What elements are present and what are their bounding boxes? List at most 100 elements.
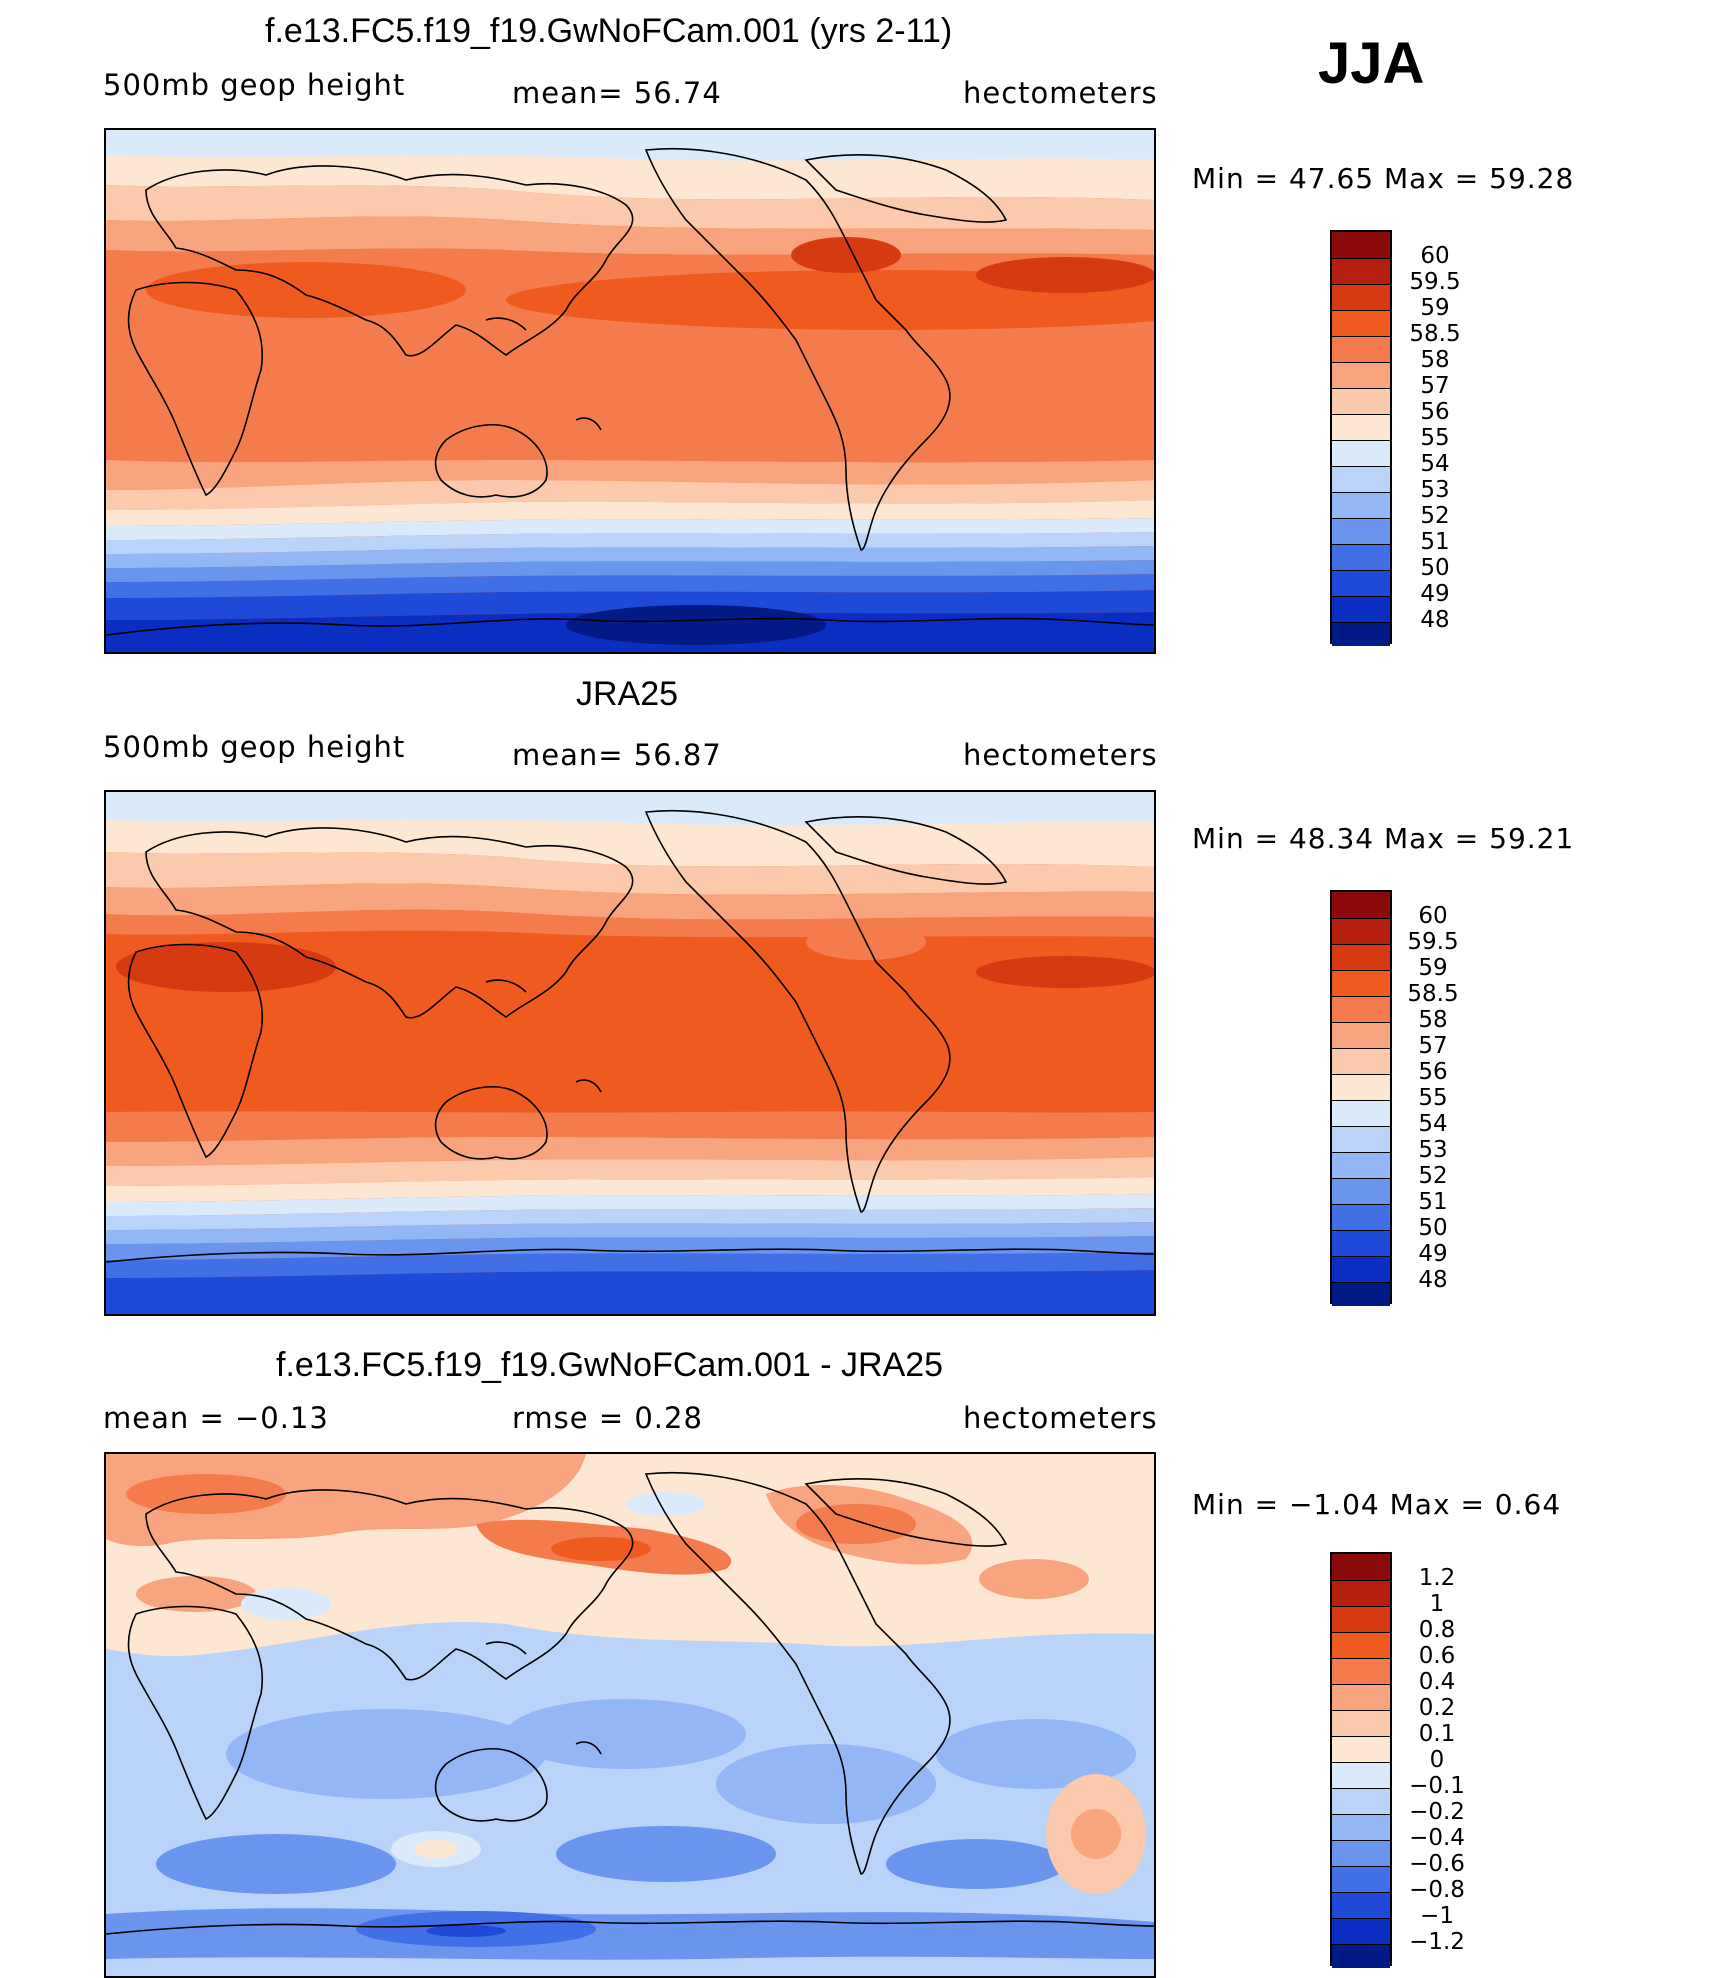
panel2-cb-label: 59.5 bbox=[1407, 929, 1459, 955]
panel2-cb-label: 60 bbox=[1418, 903, 1448, 929]
panel1-cb-label: 58.5 bbox=[1409, 321, 1461, 347]
panel3-cb-label: −1.2 bbox=[1409, 1929, 1465, 1955]
colorbar-swatch bbox=[1332, 1814, 1390, 1840]
panel1-colorbar bbox=[1330, 230, 1392, 646]
colorbar-swatch bbox=[1332, 944, 1390, 970]
panel2-cb-label: 51 bbox=[1418, 1189, 1448, 1215]
panel1-bands bbox=[106, 130, 1154, 652]
panel1-cb-label: 52 bbox=[1420, 503, 1450, 529]
panel3-cb-label: −0.6 bbox=[1409, 1851, 1465, 1877]
colorbar-swatch bbox=[1332, 544, 1390, 570]
panel2-cb-label: 57 bbox=[1418, 1033, 1448, 1059]
colorbar-swatch bbox=[1332, 1918, 1390, 1944]
panel2-cb-label: 59 bbox=[1418, 955, 1448, 981]
colorbar-swatch bbox=[1332, 1022, 1390, 1048]
panel3-coastlines bbox=[106, 1471, 1154, 1935]
panel3-cb-label: 0.1 bbox=[1418, 1721, 1456, 1747]
colorbar-swatch bbox=[1332, 1580, 1390, 1606]
colorbar-swatch bbox=[1332, 518, 1390, 544]
panel2-cb-label: 49 bbox=[1418, 1241, 1448, 1267]
panel1-map-svg bbox=[106, 130, 1154, 652]
panel3-colorbar bbox=[1330, 1552, 1392, 1968]
panel2-cb-label: 53 bbox=[1418, 1137, 1448, 1163]
colorbar-swatch bbox=[1332, 310, 1390, 336]
colorbar-swatch bbox=[1332, 362, 1390, 388]
colorbar-swatch bbox=[1332, 1256, 1390, 1282]
panel2-coastlines bbox=[106, 809, 1154, 1263]
colorbar-swatch bbox=[1332, 1866, 1390, 1892]
panel2-cb-label: 50 bbox=[1418, 1215, 1448, 1241]
colorbar-swatch bbox=[1332, 1710, 1390, 1736]
colorbar-swatch bbox=[1332, 996, 1390, 1022]
panel3-cb-label: 0 bbox=[1429, 1747, 1445, 1773]
colorbar-swatch bbox=[1332, 596, 1390, 622]
season-label: JJA bbox=[1318, 31, 1425, 96]
panel3-cb-label: 0.2 bbox=[1418, 1695, 1456, 1721]
panel2-variable-label: 500mb geop height bbox=[103, 730, 406, 764]
panel1-cb-label: 54 bbox=[1420, 451, 1450, 477]
panel1-units-label: hectometers bbox=[963, 76, 1158, 110]
colorbar-swatch bbox=[1332, 1892, 1390, 1918]
colorbar-swatch bbox=[1332, 1632, 1390, 1658]
colorbar-swatch bbox=[1332, 1736, 1390, 1762]
colorbar-swatch bbox=[1332, 1788, 1390, 1814]
colorbar-swatch bbox=[1332, 892, 1390, 918]
panel2-cb-label: 52 bbox=[1418, 1163, 1448, 1189]
panel1-minmax: Min = 47.65 Max = 59.28 bbox=[1192, 162, 1575, 195]
panel1-mean-label: mean= 56.74 bbox=[512, 76, 722, 110]
panel1-cb-label: 50 bbox=[1420, 555, 1450, 581]
colorbar-swatch bbox=[1332, 414, 1390, 440]
colorbar-swatch bbox=[1332, 1178, 1390, 1204]
panel1-cb-label: 59 bbox=[1420, 295, 1450, 321]
colorbar-swatch bbox=[1332, 1048, 1390, 1074]
panel1-cb-label: 60 bbox=[1420, 243, 1450, 269]
panel3-cb-label: 0.6 bbox=[1418, 1643, 1456, 1669]
colorbar-swatch bbox=[1332, 1762, 1390, 1788]
colorbar-swatch bbox=[1332, 1840, 1390, 1866]
colorbar-swatch bbox=[1332, 1074, 1390, 1100]
panel2-title: JRA25 bbox=[576, 675, 679, 713]
panel3-map-svg bbox=[106, 1454, 1154, 1976]
panel1-cb-label: 49 bbox=[1420, 581, 1450, 607]
panel3-mean-label: mean = −0.13 bbox=[103, 1401, 329, 1435]
panel3-cb-label: −0.4 bbox=[1409, 1825, 1465, 1851]
panel3-map bbox=[104, 1452, 1156, 1978]
colorbar-swatch bbox=[1332, 1282, 1390, 1306]
panel3-units-label: hectometers bbox=[963, 1401, 1158, 1435]
panel3-cb-label: −0.8 bbox=[1409, 1877, 1465, 1903]
panel1-cb-label: 51 bbox=[1420, 529, 1450, 555]
panel1-cb-label: 58 bbox=[1420, 347, 1450, 373]
panel3-cb-label: −0.1 bbox=[1409, 1773, 1465, 1799]
panel3-cb-label: 0.8 bbox=[1418, 1617, 1456, 1643]
panel1-cb-label: 59.5 bbox=[1409, 269, 1461, 295]
colorbar-swatch bbox=[1332, 1204, 1390, 1230]
panel2-cb-label: 56 bbox=[1418, 1059, 1448, 1085]
colorbar-swatch bbox=[1332, 570, 1390, 596]
panel2-cb-label: 58 bbox=[1418, 1007, 1448, 1033]
colorbar-swatch bbox=[1332, 1100, 1390, 1126]
panel1-cb-label: 53 bbox=[1420, 477, 1450, 503]
panel2-map-svg bbox=[106, 792, 1154, 1314]
panel2-cb-label: 54 bbox=[1418, 1111, 1448, 1137]
colorbar-swatch bbox=[1332, 1944, 1390, 1968]
panel2-minmax: Min = 48.34 Max = 59.21 bbox=[1192, 822, 1575, 855]
colorbar-swatch bbox=[1332, 1606, 1390, 1632]
colorbar-swatch bbox=[1332, 440, 1390, 466]
panel3-cb-label: 0.4 bbox=[1418, 1669, 1456, 1695]
colorbar-swatch bbox=[1332, 622, 1390, 646]
colorbar-swatch bbox=[1332, 492, 1390, 518]
colorbar-swatch bbox=[1332, 232, 1390, 258]
panel2-mean-label: mean= 56.87 bbox=[512, 738, 722, 772]
colorbar-swatch bbox=[1332, 1684, 1390, 1710]
panel3-cb-label: −0.2 bbox=[1409, 1799, 1465, 1825]
panel1-cb-label: 57 bbox=[1420, 373, 1450, 399]
panel3-cb-label: −1 bbox=[1420, 1903, 1454, 1929]
colorbar-swatch bbox=[1332, 970, 1390, 996]
panel3-blobs bbox=[106, 1454, 1154, 1976]
panel2-bands bbox=[106, 792, 1154, 1314]
colorbar-swatch bbox=[1332, 1658, 1390, 1684]
panel1-title: f.e13.FC5.f19_f19.GwNoFCam.001 (yrs 2-11… bbox=[265, 12, 953, 50]
panel1-coastlines bbox=[106, 147, 1154, 636]
panel2-cb-label: 55 bbox=[1418, 1085, 1448, 1111]
panel3-cb-label: 1.2 bbox=[1418, 1565, 1456, 1591]
